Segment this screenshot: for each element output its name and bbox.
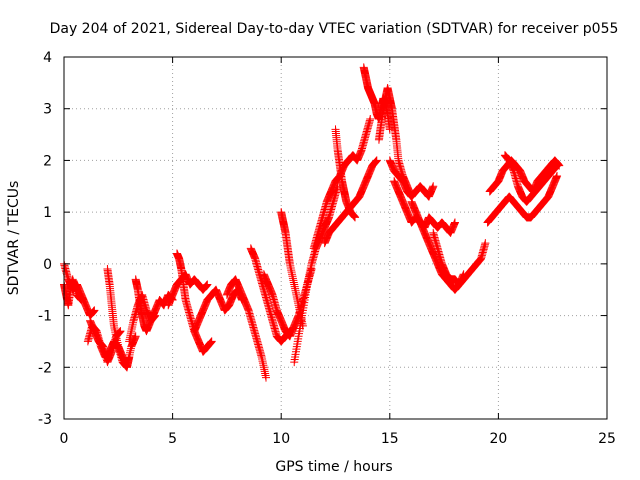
data-point [553, 171, 562, 180]
data-point [151, 311, 160, 320]
data-point [385, 125, 394, 134]
data-point [261, 373, 270, 382]
data-point [207, 337, 216, 346]
data-point [90, 306, 99, 315]
data-point [351, 213, 360, 222]
series-arc-7 [131, 275, 160, 336]
y-tick-label: -2 [38, 360, 52, 376]
data-point [429, 182, 438, 191]
x-tick-label: 10 [272, 431, 290, 447]
series-arc-14 [277, 208, 307, 330]
data-point [366, 115, 375, 124]
plot-frame [63, 56, 608, 420]
series-arc-24 [429, 228, 490, 289]
y-tick-label: 0 [43, 257, 52, 273]
series-arc-5 [103, 265, 134, 372]
y-tick-label: 2 [43, 153, 52, 169]
series-arc-27 [500, 151, 562, 206]
data-point [203, 280, 212, 289]
y-tick-label: 4 [43, 50, 52, 66]
data-point [372, 156, 381, 165]
x-tick-label: 25 [598, 431, 616, 447]
data-points [60, 63, 564, 382]
series-arc-18 [331, 125, 360, 222]
data-point [125, 352, 134, 361]
x-tick-label: 20 [489, 431, 507, 447]
y-tick-label: 1 [43, 205, 52, 221]
data-point [553, 161, 562, 170]
series-arc-11 [222, 275, 270, 382]
x-tick-label: 0 [60, 431, 69, 447]
grid [64, 57, 607, 419]
y-axis-label: SDTVAR / TECUs [6, 181, 22, 296]
data-point [131, 332, 140, 341]
y-tick-label: -1 [38, 309, 52, 325]
series-arc-21 [385, 156, 438, 201]
series-arc-16 [309, 115, 375, 253]
data-point [77, 296, 86, 305]
series-arc-23 [407, 197, 468, 294]
x-tick-label: 5 [168, 431, 177, 447]
x-axis-label: GPS time / hours [275, 459, 392, 475]
series-arc-10 [190, 285, 247, 336]
x-tick-label: 15 [381, 431, 399, 447]
axis-ticks: 0 5 10 15 20 25 -3 -2 -1 0 1 2 3 4 [38, 50, 616, 447]
data-point [450, 218, 459, 227]
series-arc-15 [290, 182, 342, 367]
series-arc-9 [172, 249, 216, 356]
data-point [481, 239, 490, 248]
y-tick-label: -3 [38, 412, 52, 428]
y-tick-label: 3 [43, 102, 52, 118]
series-arc-25 [483, 171, 562, 227]
chart-title: Day 204 of 2021, Sidereal Day-to-day VTE… [50, 21, 619, 37]
data-point [116, 327, 125, 336]
